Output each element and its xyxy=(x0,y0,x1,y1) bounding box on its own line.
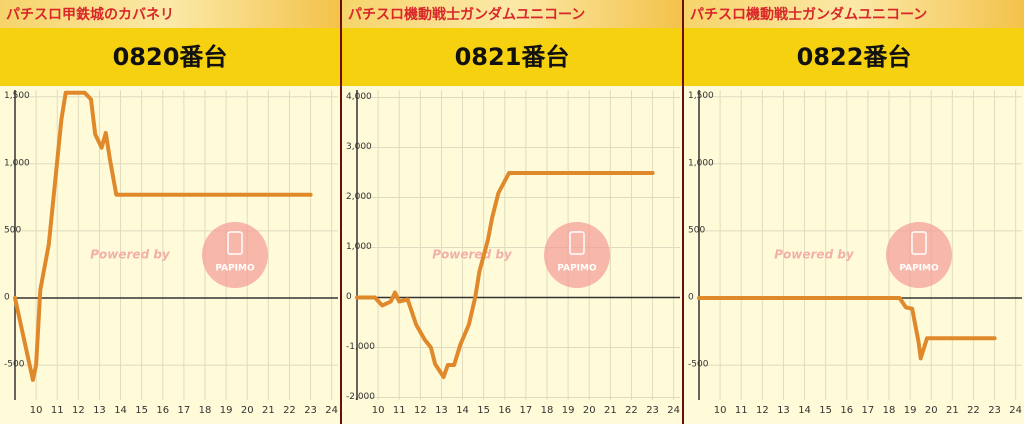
watermark-logo-circle xyxy=(544,222,610,288)
x-tick-label: 10 xyxy=(372,405,385,416)
watermark-logo: PAPIMO xyxy=(899,264,939,274)
x-tick-label: 13 xyxy=(93,405,106,416)
watermark-logo-circle xyxy=(886,222,952,288)
chart-panel: パチスロ機動戦士ガンダムユニコーン 0822番台 10 11 12 13 14 15 16 17 1… xyxy=(684,0,1024,424)
x-tick-label: 24 xyxy=(1009,405,1022,416)
panel-title: 0820番台 xyxy=(113,43,228,71)
panel-title: 0821番台 xyxy=(455,43,570,71)
y-tick-label: 2,000 xyxy=(346,192,372,202)
y-tick-label: 1,000 xyxy=(346,242,372,252)
y-tick-label: 1,500 xyxy=(688,91,714,101)
x-tick-label: 18 xyxy=(541,405,554,416)
x-tick-label: 16 xyxy=(840,405,853,416)
x-tick-label: 16 xyxy=(156,405,169,416)
header-bar xyxy=(342,0,682,28)
x-tick-label: 14 xyxy=(798,405,811,416)
x-tick-label: 18 xyxy=(883,405,896,416)
x-tick-label: 22 xyxy=(967,405,980,416)
x-tick-label: 23 xyxy=(304,405,317,416)
panel-header: パチスロ甲鉄城のカバネリ xyxy=(6,6,174,23)
watermark-text: Powered by xyxy=(774,248,855,262)
x-tick-label: 12 xyxy=(72,405,85,416)
x-tick-label: 12 xyxy=(756,405,769,416)
watermark-logo-circle xyxy=(202,222,268,288)
y-tick-label: 500 xyxy=(4,225,21,235)
x-tick-label: 14 xyxy=(456,405,469,416)
x-tick-label: 20 xyxy=(925,405,938,416)
plot-background xyxy=(342,86,682,424)
panel-header: パチスロ機動戦士ガンダムユニコーン xyxy=(348,6,585,23)
y-tick-label: 1,500 xyxy=(4,91,30,101)
title-box xyxy=(684,28,1024,86)
plot-background xyxy=(684,86,1024,424)
x-tick-label: 10 xyxy=(714,405,727,416)
x-tick-label: 16 xyxy=(498,405,511,416)
y-tick-label: 0 xyxy=(688,293,694,303)
x-tick-label: 14 xyxy=(114,405,127,416)
header-bar xyxy=(0,0,340,28)
x-tick-label: 10 xyxy=(30,405,43,416)
y-tick-label: 4,000 xyxy=(346,92,372,102)
x-tick-label: 23 xyxy=(646,405,659,416)
data-line xyxy=(697,296,997,361)
x-tick-label: 20 xyxy=(241,405,254,416)
data-line xyxy=(355,171,655,379)
x-tick-label: 11 xyxy=(735,405,748,416)
y-tick-label: 3,000 xyxy=(346,142,372,152)
data-line xyxy=(13,90,313,382)
x-tick-label: 17 xyxy=(178,405,191,416)
watermark-text: Powered by xyxy=(432,248,513,262)
x-tick-label: 13 xyxy=(777,405,790,416)
watermark-phone xyxy=(227,231,243,255)
watermark-phone xyxy=(911,231,927,255)
x-tick-label: 22 xyxy=(283,405,296,416)
watermark-logo: PAPIMO xyxy=(215,264,255,274)
chart-panel: パチスロ甲鉄城のカバネリ 0820番台 10 11 12 13 14 15 16 17 18 19 20… xyxy=(0,0,340,424)
x-tick-label: 19 xyxy=(904,405,917,416)
title-box xyxy=(342,28,682,86)
x-tick-label: 20 xyxy=(583,405,596,416)
title-box xyxy=(0,28,340,86)
plot-background xyxy=(0,86,340,424)
y-tick-label: 500 xyxy=(688,225,705,235)
header-bar xyxy=(684,0,1024,28)
x-tick-label: 21 xyxy=(604,405,617,416)
y-tick-label: 1,000 xyxy=(688,158,714,168)
watermark-logo: PAPIMO xyxy=(557,264,597,274)
y-tick-label: 0 xyxy=(346,292,352,302)
x-tick-label: 15 xyxy=(819,405,832,416)
y-tick-label: -1,000 xyxy=(346,342,375,352)
panel-title: 0822番台 xyxy=(797,43,912,71)
x-tick-label: 22 xyxy=(625,405,638,416)
x-tick-label: 17 xyxy=(520,405,533,416)
watermark-phone xyxy=(569,231,585,255)
x-tick-label: 24 xyxy=(325,405,338,416)
panel-header: パチスロ機動戦士ガンダムユニコーン xyxy=(690,6,927,23)
x-tick-label: 24 xyxy=(667,405,680,416)
x-tick-label: 17 xyxy=(862,405,875,416)
y-tick-label: 1,000 xyxy=(4,158,30,168)
x-tick-label: 19 xyxy=(220,405,233,416)
x-tick-label: 11 xyxy=(51,405,64,416)
x-tick-label: 23 xyxy=(988,405,1001,416)
x-tick-label: 12 xyxy=(414,405,427,416)
x-tick-label: 21 xyxy=(262,405,275,416)
x-tick-label: 11 xyxy=(393,405,406,416)
y-tick-label: -2,000 xyxy=(346,392,375,402)
chart-panel: パチスロ機動戦士ガンダムユニコーン 0821番台 10 11 12 13 14 15 16 17 1… xyxy=(342,0,682,424)
watermark-text: Powered by xyxy=(90,248,171,262)
y-tick-label: 0 xyxy=(4,293,10,303)
x-tick-label: 13 xyxy=(435,405,448,416)
x-tick-label: 19 xyxy=(562,405,575,416)
x-tick-label: 15 xyxy=(135,405,148,416)
x-tick-label: 15 xyxy=(477,405,490,416)
x-tick-label: 18 xyxy=(199,405,212,416)
x-tick-label: 21 xyxy=(946,405,959,416)
